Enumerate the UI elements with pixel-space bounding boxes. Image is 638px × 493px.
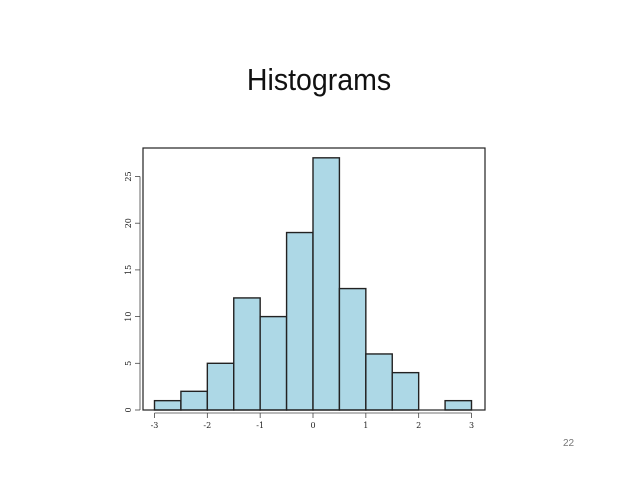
histogram-bar xyxy=(153,399,182,411)
histogram-bar xyxy=(444,399,473,411)
histogram-bar xyxy=(285,231,314,411)
x-tick-label: 0 xyxy=(310,421,315,430)
y-tick-label: 15 xyxy=(124,265,133,275)
y-tick-label: 5 xyxy=(124,361,133,366)
slide-title: Histograms xyxy=(246,62,392,97)
plot-frame xyxy=(142,147,486,411)
x-tick-label: 2 xyxy=(416,421,421,430)
histogram-bar xyxy=(180,390,209,411)
histogram-bars xyxy=(153,157,473,411)
x-tick-label: 1 xyxy=(363,421,368,430)
x-axis: -3 -2 -1 0 1 2 3 xyxy=(151,412,474,430)
y-tick-label: 25 xyxy=(124,171,133,181)
histogram-bar xyxy=(365,353,393,411)
histogram-bar xyxy=(206,362,235,411)
x-tick-label: -1 xyxy=(256,421,264,430)
histogram-bar xyxy=(259,315,288,411)
histogram-bar xyxy=(312,157,341,411)
page-number: 22 xyxy=(563,438,575,449)
y-tick-label: 0 xyxy=(124,407,133,412)
histogram-bar xyxy=(391,371,420,411)
y-tick-label: 20 xyxy=(124,218,133,228)
y-axis: 0 5 10 15 20 25 xyxy=(124,171,141,413)
histogram-bar xyxy=(338,287,367,411)
y-tick-label: 10 xyxy=(124,312,133,322)
x-tick-label: 3 xyxy=(469,421,474,430)
histogram-bar xyxy=(233,297,261,411)
x-tick-label: -2 xyxy=(203,421,211,430)
x-tick-label: -3 xyxy=(151,421,159,430)
